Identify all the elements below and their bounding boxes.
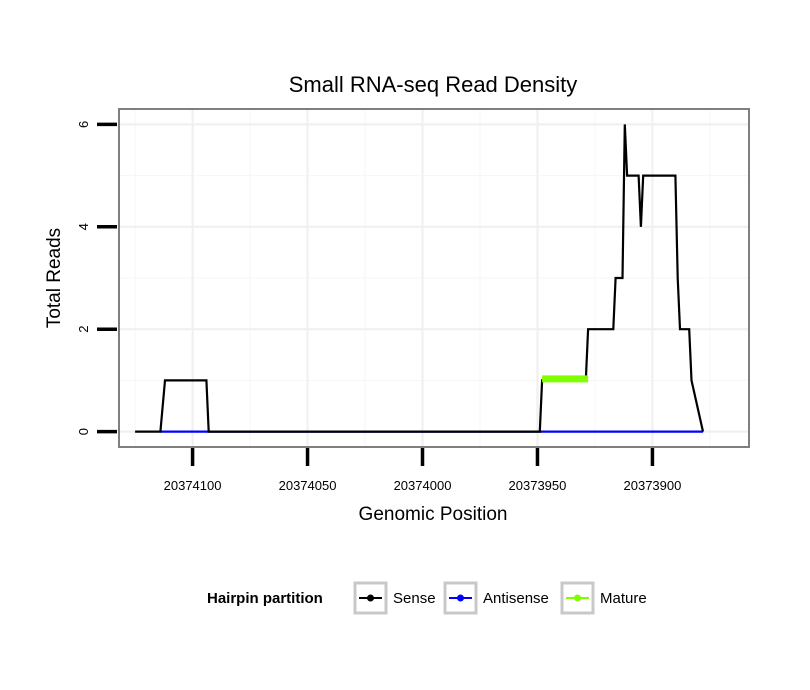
legend: Hairpin partition Sense Antisense Mature	[207, 581, 647, 615]
legend-label-sense: Sense	[393, 590, 436, 607]
x-tick-label: 20374050	[279, 478, 337, 493]
y-tick-label: 4	[76, 223, 91, 230]
y-tick-label: 6	[76, 121, 91, 128]
x-axis: 20374100 20374050 20374000 20373950 20373900	[164, 448, 682, 493]
legend-label-mature: Mature	[600, 590, 647, 607]
series-line-sense	[135, 124, 705, 433]
x-tick-label: 20373950	[509, 478, 567, 493]
chart-title: Small RNA-seq Read Density	[289, 72, 578, 97]
legend-label-antisense: Antisense	[483, 590, 549, 607]
legend-title: Hairpin partition	[207, 590, 323, 607]
series-layer	[135, 124, 705, 433]
x-tick-label: 20373900	[624, 478, 682, 493]
legend-key-dot	[367, 594, 374, 602]
y-axis: 0 2 4 6	[76, 121, 117, 435]
x-tick-label: 20374000	[394, 478, 452, 493]
plot-border	[118, 108, 750, 448]
y-axis-title: Total Reads	[44, 228, 65, 328]
legend-key-dot	[457, 594, 464, 602]
y-tick-label: 2	[76, 326, 91, 333]
y-tick-label: 0	[76, 428, 91, 435]
x-tick-label: 20374100	[164, 478, 222, 493]
x-axis-title: Genomic Position	[359, 504, 508, 525]
legend-key-dot	[574, 594, 581, 602]
